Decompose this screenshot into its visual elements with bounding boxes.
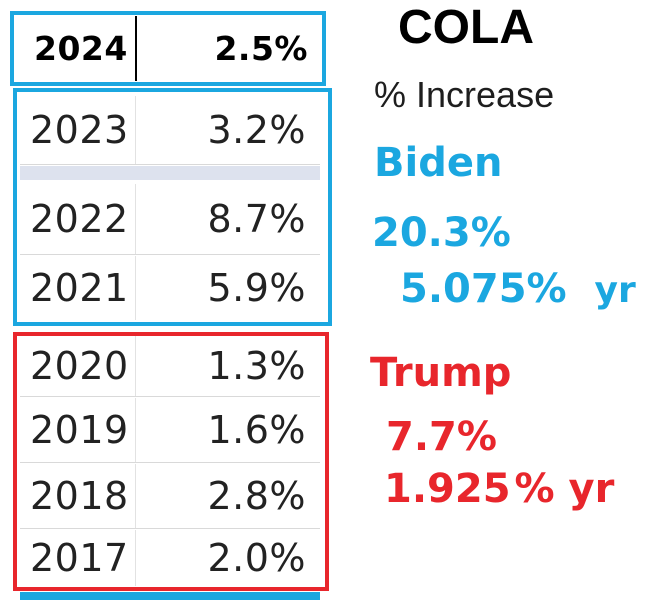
- trump-per-year-unit: % yr: [514, 466, 615, 512]
- title-cola: COLA: [398, 1, 534, 54]
- column-divider: [135, 96, 136, 164]
- subtitle-percent-increase: % Increase: [374, 74, 555, 115]
- table-row-2019: 2019 1.6%: [20, 398, 320, 463]
- biden-per-year: 5.075% yr: [400, 266, 636, 312]
- year-cell: 2017: [30, 536, 129, 580]
- table-row-2023: 2023 3.2%: [20, 96, 320, 165]
- percent-cell: 2.5%: [214, 29, 308, 68]
- year-cell: 2024: [34, 29, 128, 68]
- percent-cell: 2.0%: [207, 536, 306, 580]
- year-cell: 2022: [30, 197, 129, 241]
- percent-cell: 1.3%: [207, 344, 306, 388]
- table-row-2022: 2022 8.7%: [20, 184, 320, 255]
- year-cell: 2020: [30, 344, 129, 388]
- column-divider: [135, 256, 136, 320]
- trump-per-year-value: 1.925: [384, 466, 511, 512]
- biden-per-year-unit: yr: [594, 270, 636, 311]
- biden-rows-frame: [13, 88, 332, 326]
- trump-rows-frame: [13, 332, 329, 591]
- column-divider: [135, 398, 136, 462]
- trump-per-year: 1.925% yr: [384, 466, 614, 512]
- header-row-frame: [10, 11, 326, 86]
- column-divider: [135, 464, 136, 528]
- biden-per-year-value: 5.075%: [400, 266, 567, 312]
- column-divider: [135, 16, 137, 81]
- trump-label: Trump: [370, 350, 512, 396]
- year-cell: 2023: [30, 108, 129, 152]
- table-row-2017: 2017 2.0%: [20, 530, 320, 586]
- percent-cell: 5.9%: [207, 266, 306, 310]
- column-divider: [135, 184, 136, 254]
- year-cell: 2018: [30, 474, 129, 518]
- column-divider: [135, 336, 136, 396]
- table-row-2018: 2018 2.8%: [20, 464, 320, 529]
- year-cell: 2021: [30, 266, 129, 310]
- biden-total: 20.3%: [372, 210, 511, 256]
- percent-cell: 8.7%: [207, 197, 306, 241]
- biden-label: Biden: [374, 140, 503, 186]
- table-row-2020: 2020 1.3%: [20, 336, 320, 397]
- blue-bottom-edge: [20, 592, 320, 600]
- percent-cell: 1.6%: [207, 408, 306, 452]
- table-row-2024: 2024 2.5%: [14, 16, 320, 81]
- percent-cell: 3.2%: [207, 108, 306, 152]
- year-cell: 2019: [30, 408, 129, 452]
- row-separator-band: [20, 166, 320, 180]
- percent-cell: 2.8%: [207, 474, 306, 518]
- column-divider: [135, 530, 136, 586]
- table-row-2021: 2021 5.9%: [20, 256, 320, 320]
- trump-total: 7.7%: [386, 414, 497, 460]
